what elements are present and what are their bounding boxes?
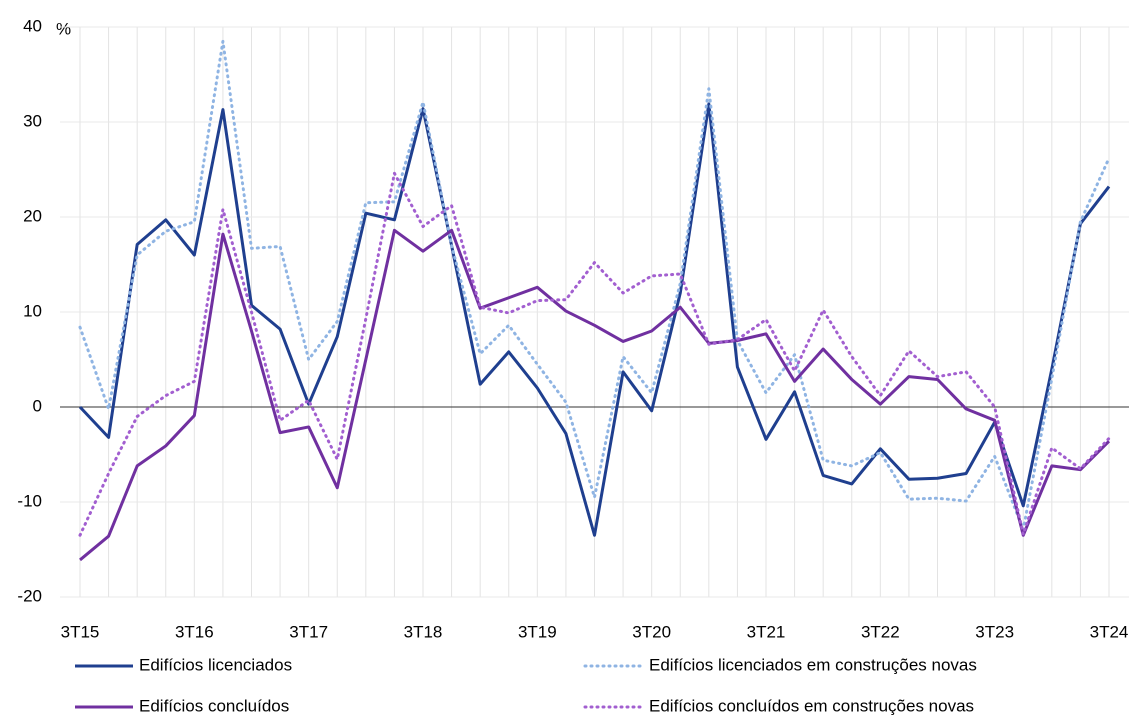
y-tick-label: 20 [23, 206, 42, 225]
x-tick-label: 3T20 [632, 622, 671, 641]
y-tick-label: 30 [23, 111, 42, 130]
y-unit: % [56, 19, 71, 38]
x-tick-label: 3T22 [861, 622, 900, 641]
y-tick-label: -10 [17, 491, 42, 510]
y-tick-label: 10 [23, 301, 42, 320]
series-line [78, 171, 1111, 537]
legend-label: Edifícios licenciados [139, 655, 292, 674]
x-tick-label: 3T21 [747, 622, 786, 641]
y-tick-label: 0 [33, 396, 42, 415]
y-tick-label: 40 [23, 16, 42, 35]
x-tick-label: 3T18 [404, 622, 443, 641]
x-tick-label: 3T16 [175, 622, 214, 641]
y-tick-label: -20 [17, 586, 42, 605]
series-line [79, 228, 1111, 562]
legend-label: Edifícios concluídos [139, 696, 289, 715]
x-tick-label: 3T19 [518, 622, 557, 641]
series-line [78, 102, 1111, 537]
x-tick-label: 3T17 [289, 622, 328, 641]
legend-label: Edifícios concluídos em construções nova… [649, 696, 974, 715]
series-line [78, 39, 1111, 532]
x-tick-label: 3T24 [1090, 622, 1129, 641]
x-tick-label: 3T23 [975, 622, 1014, 641]
x-tick-label: 3T15 [61, 622, 100, 641]
legend-label: Edifícios licenciados em construções nov… [649, 655, 977, 674]
